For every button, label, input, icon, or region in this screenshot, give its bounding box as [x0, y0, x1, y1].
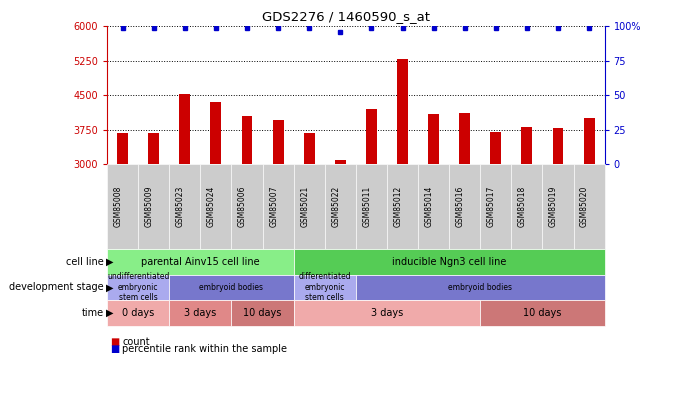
Text: percentile rank within the sample: percentile rank within the sample — [122, 344, 287, 354]
Text: GSM85022: GSM85022 — [331, 186, 340, 227]
Bar — [491, 132, 501, 164]
Bar — [553, 128, 563, 164]
Bar — [149, 133, 159, 164]
Text: GSM85009: GSM85009 — [144, 186, 153, 227]
Bar — [273, 120, 283, 164]
Text: GSM85017: GSM85017 — [486, 186, 496, 227]
Text: GSM85011: GSM85011 — [362, 186, 371, 227]
Bar — [180, 94, 190, 164]
Bar — [117, 133, 128, 164]
Text: embryoid bodies: embryoid bodies — [448, 283, 512, 292]
Bar — [211, 102, 221, 164]
Text: differentiated
embryonic
stem cells: differentiated embryonic stem cells — [299, 273, 351, 302]
Text: ▶: ▶ — [106, 257, 113, 267]
Text: time: time — [82, 308, 104, 318]
Text: 10 days: 10 days — [523, 308, 562, 318]
Text: 3 days: 3 days — [371, 308, 403, 318]
Text: cell line: cell line — [66, 257, 104, 267]
Bar — [428, 113, 439, 164]
Text: GSM85024: GSM85024 — [207, 186, 216, 227]
Text: development stage: development stage — [9, 282, 104, 292]
Text: ▶: ▶ — [106, 308, 113, 318]
Text: ■: ■ — [111, 337, 120, 347]
Text: GSM85020: GSM85020 — [580, 186, 589, 227]
Text: undifferentiated
embryonic
stem cells: undifferentiated embryonic stem cells — [107, 273, 169, 302]
Text: GSM85019: GSM85019 — [549, 186, 558, 227]
Text: GSM85018: GSM85018 — [518, 186, 527, 227]
Bar — [460, 113, 470, 164]
Text: GSM85014: GSM85014 — [424, 186, 434, 227]
Text: GSM85021: GSM85021 — [300, 186, 310, 227]
Text: GSM85006: GSM85006 — [238, 186, 247, 227]
Text: GDS2276 / 1460590_s_at: GDS2276 / 1460590_s_at — [261, 10, 430, 23]
Text: GSM85012: GSM85012 — [393, 186, 402, 227]
Bar — [397, 60, 408, 164]
Text: inducible Ngn3 cell line: inducible Ngn3 cell line — [392, 257, 507, 267]
Bar — [522, 127, 532, 164]
Bar — [584, 118, 594, 164]
Bar — [242, 116, 252, 164]
Text: GSM85008: GSM85008 — [113, 186, 122, 227]
Text: count: count — [122, 337, 150, 347]
Text: ▶: ▶ — [106, 282, 113, 292]
Text: GSM85023: GSM85023 — [176, 186, 184, 227]
Bar — [304, 133, 314, 164]
Text: embryoid bodies: embryoid bodies — [200, 283, 263, 292]
Text: parental Ainv15 cell line: parental Ainv15 cell line — [141, 257, 260, 267]
Text: GSM85016: GSM85016 — [455, 186, 464, 227]
Text: 10 days: 10 days — [243, 308, 282, 318]
Bar — [335, 160, 346, 164]
Text: 3 days: 3 days — [184, 308, 216, 318]
Text: ■: ■ — [111, 344, 120, 354]
Text: 0 days: 0 days — [122, 308, 154, 318]
Bar — [366, 109, 377, 164]
Text: GSM85007: GSM85007 — [269, 186, 278, 227]
